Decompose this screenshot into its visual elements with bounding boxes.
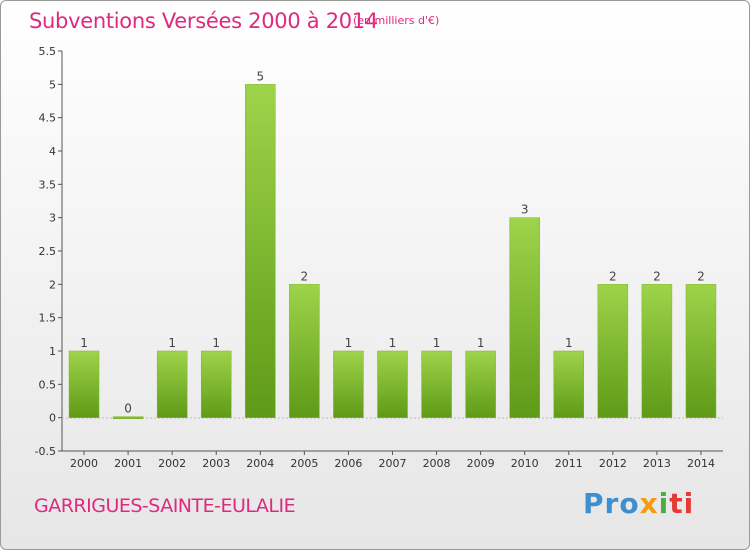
bar xyxy=(641,284,673,418)
bar xyxy=(509,217,540,418)
bar-value-label: 1 xyxy=(389,336,397,350)
x-tick-label: 2008 xyxy=(423,457,451,470)
y-tick-label: 5 xyxy=(49,78,56,91)
logo-part: ti xyxy=(669,487,695,520)
y-tick-label: 3.5 xyxy=(39,178,57,191)
y-tick-label: 0.5 xyxy=(39,378,57,391)
y-tick-label: 2 xyxy=(49,278,56,291)
bar-value-label: 2 xyxy=(697,269,705,283)
bar xyxy=(200,350,232,418)
proxiti-logo: Proxiti xyxy=(583,487,694,520)
chart-subtitle: (en milliers d'€) xyxy=(353,14,440,27)
bar xyxy=(597,284,629,418)
bar xyxy=(553,350,585,418)
x-tick-label: 2000 xyxy=(70,457,98,470)
y-tick-label: 0 xyxy=(49,412,56,425)
value-labels: 1 0 1 1 5 2 1 1 1 1 3 1 2 2 2 xyxy=(80,69,705,415)
chart-title: Subventions Versées 2000 à 2014 xyxy=(29,9,378,33)
y-tick-label: 2.5 xyxy=(39,245,57,258)
x-tick-label: 2005 xyxy=(290,457,318,470)
x-tick-label: 2006 xyxy=(334,457,362,470)
bar-value-label: 1 xyxy=(168,336,176,350)
bar xyxy=(112,416,144,419)
x-tick-label: 2003 xyxy=(202,457,230,470)
y-tick-label: -0.5 xyxy=(35,445,56,458)
y-tick-label: 4 xyxy=(49,145,56,158)
x-tick-label: 2007 xyxy=(379,457,407,470)
bars xyxy=(68,84,717,419)
y-ticks: -0.5 0 0.5 1 1.5 2 2.5 3 3.5 4 4.5 5 5.5 xyxy=(35,45,62,458)
x-tick-label: 2014 xyxy=(687,457,715,470)
y-tick-label: 4.5 xyxy=(39,112,57,125)
x-tick-label: 2013 xyxy=(643,457,671,470)
x-ticks: 2000 2001 2002 2003 2004 2005 2006 2007 2008 2009… xyxy=(70,451,715,470)
x-tick-label: 2010 xyxy=(511,457,539,470)
x-tick-label: 2002 xyxy=(158,457,186,470)
x-tick-label: 2011 xyxy=(555,457,583,470)
x-tick-label: 2004 xyxy=(246,457,274,470)
bar xyxy=(421,350,452,418)
bar-value-label: 5 xyxy=(256,69,264,83)
bar-value-label: 1 xyxy=(345,336,353,350)
x-tick-label: 2012 xyxy=(599,457,627,470)
bar-value-label: 1 xyxy=(565,336,573,350)
y-tick-label: 3 xyxy=(49,212,56,225)
y-tick-label: 1.5 xyxy=(39,312,57,325)
bar-value-label: 1 xyxy=(80,336,88,350)
bar-value-label: 2 xyxy=(609,269,617,283)
bar xyxy=(156,350,188,418)
bar-value-label: 2 xyxy=(653,269,661,283)
bar-value-label: 1 xyxy=(477,336,485,350)
y-tick-label: 5.5 xyxy=(39,45,57,58)
bar xyxy=(245,84,276,418)
bar xyxy=(68,350,100,418)
bar-value-label: 1 xyxy=(212,336,220,350)
bar-value-label: 3 xyxy=(521,203,529,217)
commune-name: GARRIGUES-SAINTE-EULALIE xyxy=(34,495,296,517)
y-tick-label: 1 xyxy=(49,345,56,358)
bar-value-label: 0 xyxy=(124,402,132,416)
logo-part: Pro xyxy=(583,487,640,520)
x-tick-label: 2001 xyxy=(114,457,142,470)
x-tick-label: 2009 xyxy=(467,457,495,470)
bar xyxy=(377,350,408,418)
bar-value-label: 1 xyxy=(433,336,441,350)
bar xyxy=(333,350,364,418)
logo-part: x xyxy=(639,487,659,520)
bar-value-label: 2 xyxy=(301,269,309,283)
bar xyxy=(289,284,320,418)
bar xyxy=(685,284,717,418)
bar xyxy=(465,350,496,418)
logo-part: i xyxy=(658,487,670,520)
